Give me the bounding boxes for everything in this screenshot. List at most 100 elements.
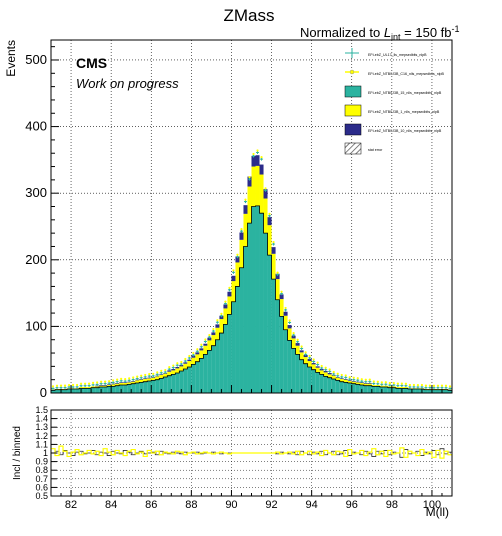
bar-yellow [99, 385, 104, 388]
bar-yellow [387, 386, 392, 388]
data-point-b [256, 149, 259, 152]
ratio-y-tick-label: 1.4 [35, 414, 48, 424]
bar-yellow [339, 379, 344, 382]
bar-teal [127, 384, 132, 393]
bar-navy [323, 371, 328, 373]
data-point-b [100, 380, 103, 383]
legend-swatch-yellow [344, 104, 362, 117]
data-point-b [400, 382, 403, 385]
bar-navy [367, 383, 372, 384]
ratio-y-axis-label: Incl / binned [12, 426, 23, 480]
chart-title: ZMass [224, 6, 275, 25]
data-point-b [75, 383, 79, 387]
bar-yellow [95, 386, 100, 388]
x-axis-label: M(ll) [426, 505, 449, 519]
data-point-b [404, 382, 407, 385]
ratio-y-tick-label: 0.6 [35, 482, 48, 492]
bar-navy [199, 348, 204, 351]
bar-teal [231, 301, 236, 393]
bar-navy [311, 363, 316, 365]
bar-navy [239, 232, 244, 240]
cms-sublabel: Work on progress [76, 76, 179, 91]
data-point-b [59, 384, 63, 387]
data-point-b [172, 364, 175, 367]
bar-navy [211, 332, 216, 336]
data-point-b [160, 369, 163, 372]
bar-teal [315, 372, 320, 393]
bar-teal [55, 389, 60, 393]
bar-teal [67, 389, 72, 393]
data-point-b [108, 380, 111, 383]
bar-yellow [375, 385, 380, 387]
data-point-b [140, 374, 143, 377]
data-point-b [51, 385, 55, 388]
bar-navy [267, 217, 272, 226]
data-point-b [236, 253, 239, 256]
bar-teal [219, 333, 224, 393]
data-point-b [408, 383, 411, 387]
bar-teal [247, 223, 252, 393]
x-tick-label: 98 [386, 499, 398, 511]
ratio-y-tick-label: 1.1 [35, 439, 48, 449]
bar-navy [219, 315, 224, 320]
bar-teal [375, 386, 380, 393]
bar-yellow [195, 354, 200, 362]
data-point-b [248, 176, 251, 179]
legend-label: EFt-ebZ_NTB0J3B_C16_nlls_mepsedbits_nlpB [368, 72, 445, 76]
legend-label: EFt-ebZ_NTB0J3B_15_nlls_mepsedbits_nlpB [368, 91, 442, 95]
bar-navy [247, 176, 252, 187]
bar-navy [287, 325, 292, 329]
bar-navy [139, 379, 144, 380]
y-tick-label: 300 [25, 185, 47, 200]
data-point-b [148, 372, 151, 376]
bar-navy [263, 189, 268, 199]
bar-yellow [227, 296, 232, 315]
y-tick-label: 500 [25, 52, 47, 67]
bar-teal [343, 382, 348, 393]
x-tick-label: 96 [346, 499, 358, 511]
bar-navy [363, 383, 368, 384]
data-point-b [188, 354, 191, 358]
data-point-b [436, 384, 440, 387]
bar-yellow [223, 308, 228, 325]
bar-navy [227, 291, 232, 297]
bar-teal [191, 364, 196, 393]
legend-entry: EFt-ebZ_NTB0J3B_10_nlls_mepsedbits_nlpB [344, 123, 442, 136]
bar-navy [339, 378, 344, 380]
bar-yellow [319, 370, 324, 375]
bar-navy [111, 383, 116, 385]
main-plot-area: 0 100 200 300 400 500 [25, 39, 453, 400]
bar-teal [311, 369, 316, 393]
data-point-b [388, 382, 391, 385]
x-tick-label: 84 [105, 499, 117, 511]
bar-navy [343, 379, 348, 380]
bar-yellow [143, 379, 148, 382]
bar-navy [187, 359, 192, 362]
ratio-y-tick-label: 0.8 [35, 465, 48, 475]
bar-navy [207, 337, 212, 341]
bar-navy [299, 350, 304, 353]
bar-yellow [355, 382, 360, 385]
bar-yellow [359, 383, 364, 386]
bar-teal [155, 379, 160, 393]
bar-teal [291, 348, 296, 393]
data-point-b [264, 187, 267, 190]
bar-yellow [371, 385, 376, 387]
data-point-b [132, 376, 135, 379]
bar-yellow [243, 213, 248, 247]
x-tick-label: 90 [225, 499, 237, 511]
ratio-y-tick-label: 0.5 [35, 491, 48, 501]
bar-teal [107, 386, 112, 393]
bar-teal [267, 255, 272, 393]
data-point-b [348, 376, 351, 379]
ratio-y-tick-label: 1.3 [35, 422, 48, 432]
bar-teal [427, 389, 432, 393]
data-point-b [120, 377, 123, 380]
bar-teal [391, 387, 396, 393]
ratio-y-tick-label: 1 [43, 448, 48, 458]
normalization-label: Normalized to Lint = 150 fb-1 [300, 24, 460, 42]
bar-teal [327, 377, 332, 393]
data-point-b [124, 378, 127, 381]
bar-yellow [303, 357, 308, 364]
bar-navy [235, 256, 240, 263]
